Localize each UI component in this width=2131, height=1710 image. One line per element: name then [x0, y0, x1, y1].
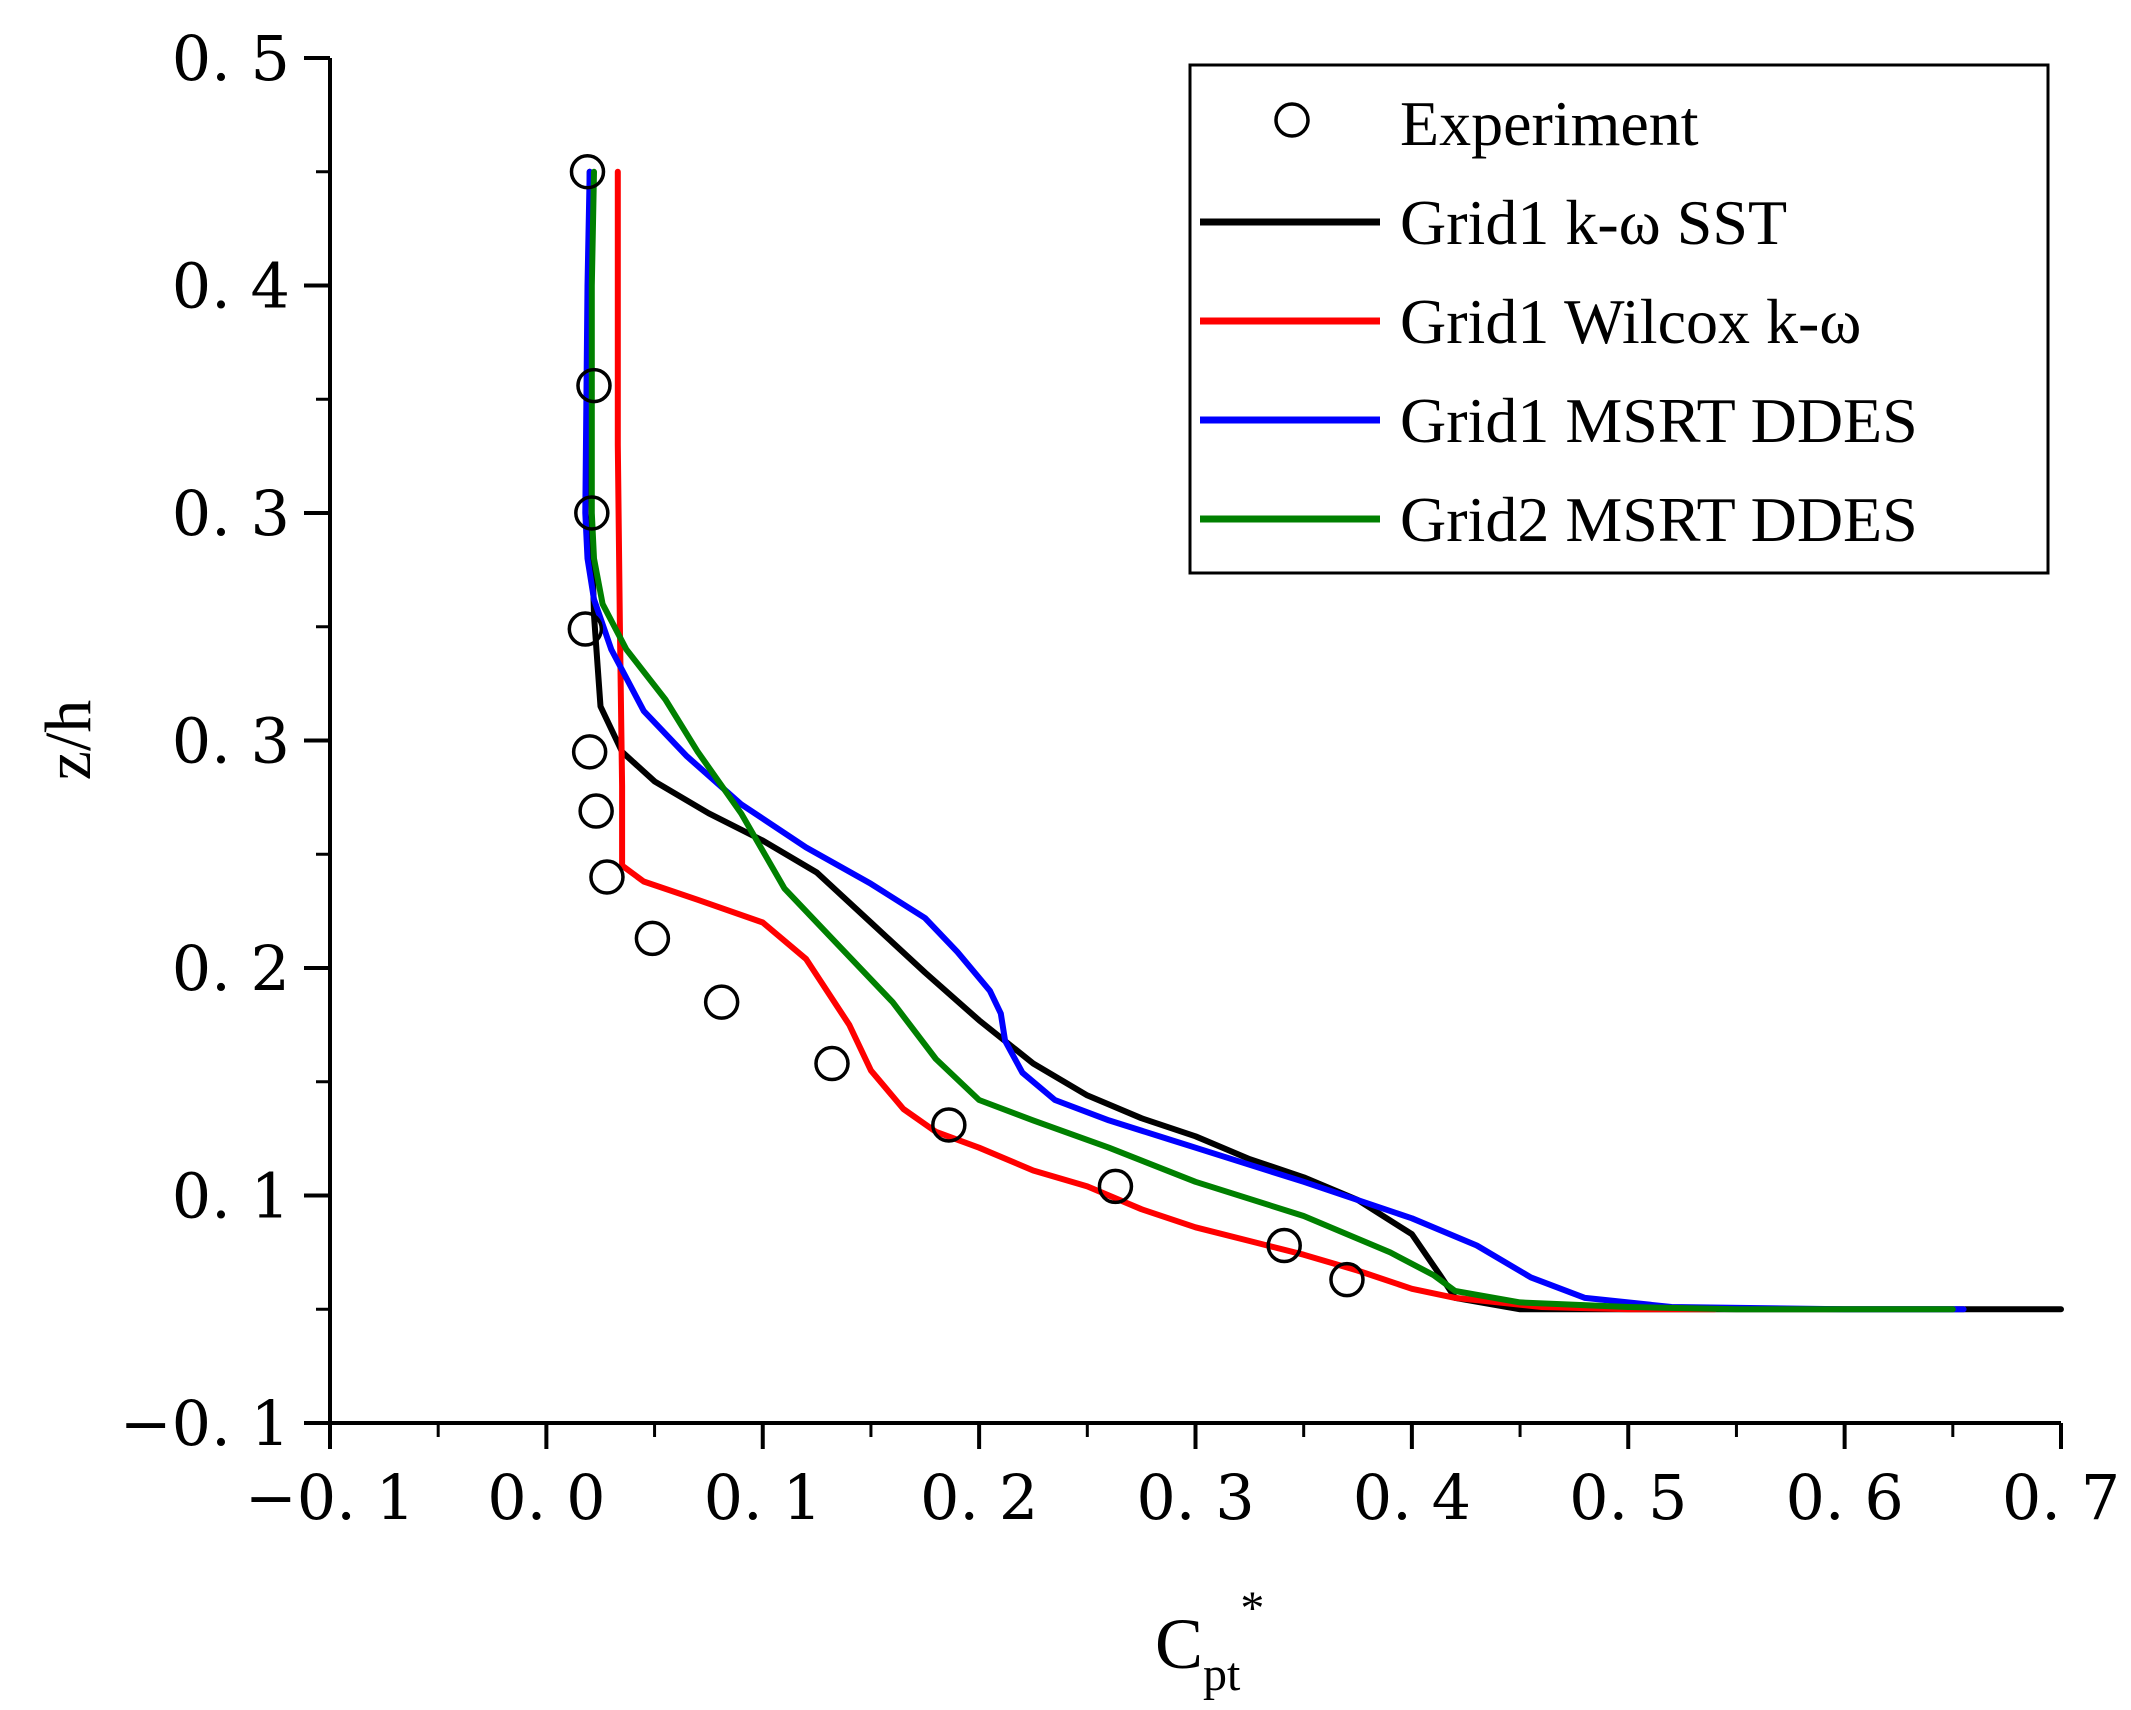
- experiment-marker: [571, 734, 608, 770]
- experiment-marker: [1097, 1168, 1134, 1205]
- series-line-grid1-wilcox-k: [614, 168, 1718, 1313]
- experiment-marker: [589, 859, 625, 895]
- x-tick-label: 0. 2: [920, 1461, 1038, 1534]
- series-line-grid1-msrt-ddes: [582, 168, 1967, 1313]
- x-tick-label: 0. 5: [1569, 1461, 1687, 1534]
- y-ticks: −0. 1 0. 1 0. 2 0. 3 0. 3 0. 4 0. 5: [120, 22, 330, 1460]
- experiment-marker: [931, 1107, 967, 1143]
- y-tick-label: 0. 1: [172, 1160, 290, 1233]
- y-tick-label: 0. 4: [172, 250, 290, 323]
- x-axis-title-sub: pt: [1203, 1648, 1241, 1701]
- experiment-marker: [814, 1045, 850, 1082]
- legend-marker-experiment: [1274, 102, 1310, 138]
- legend-label: Grid2 MSRT DDES: [1400, 484, 1918, 555]
- x-ticks: −0. 1 0. 0 0. 1 0. 2 0. 3 0. 4 0. 5 0. 6 0. 7: [245, 1423, 2120, 1534]
- experiment-marker: [574, 495, 610, 531]
- legend: Experiment Grid1 k-ω SST Grid1 Wilcox k-ω G…: [1188, 63, 2050, 575]
- experiment-marker: [567, 611, 604, 647]
- x-axis-title: Cpt *: [1155, 1582, 1264, 1701]
- y-tick-label: 0. 5: [172, 22, 290, 95]
- x-axis-title-sup: *: [1240, 1582, 1264, 1635]
- y-tick-label: 0. 3: [172, 705, 290, 778]
- x-tick-label: 0. 0: [487, 1461, 605, 1534]
- y-axis-title: z/h: [32, 700, 105, 781]
- plot-markers: [567, 154, 1365, 1298]
- x-tick-label: 0. 4: [1353, 1461, 1471, 1534]
- y-tick-label: 0. 3: [172, 477, 290, 550]
- experiment-marker: [1329, 1261, 1365, 1298]
- x-tick-label: −0. 1: [245, 1461, 415, 1534]
- x-tick-label: 0. 3: [1136, 1461, 1254, 1534]
- y-tick-label: −0. 1: [120, 1387, 290, 1460]
- experiment-marker: [634, 920, 671, 957]
- x-axis-title-main: C: [1155, 1604, 1203, 1684]
- experiment-marker: [703, 984, 740, 1020]
- legend-label: Grid1 MSRT DDES: [1400, 385, 1918, 456]
- experiment-marker: [578, 793, 614, 829]
- legend-label: Grid1 Wilcox k-ω: [1400, 286, 1861, 357]
- plot-lines: [582, 168, 2064, 1313]
- y-tick-label: 0. 2: [172, 932, 290, 1005]
- experiment-marker: [1266, 1227, 1302, 1264]
- experiment-marker: [576, 367, 612, 404]
- experiment-marker: [569, 154, 606, 190]
- legend-entries: Experiment Grid1 k-ω SST Grid1 Wilcox k-ω G…: [1200, 88, 1918, 555]
- x-tick-label: 0. 1: [704, 1461, 822, 1534]
- x-tick-label: 0. 7: [2002, 1461, 2120, 1534]
- series-line-grid2-msrt-ddes: [588, 168, 1956, 1313]
- legend-label: Experiment: [1400, 88, 1699, 159]
- legend-label: Grid1 k-ω SST: [1400, 187, 1787, 258]
- x-tick-label: 0. 6: [1785, 1461, 1903, 1534]
